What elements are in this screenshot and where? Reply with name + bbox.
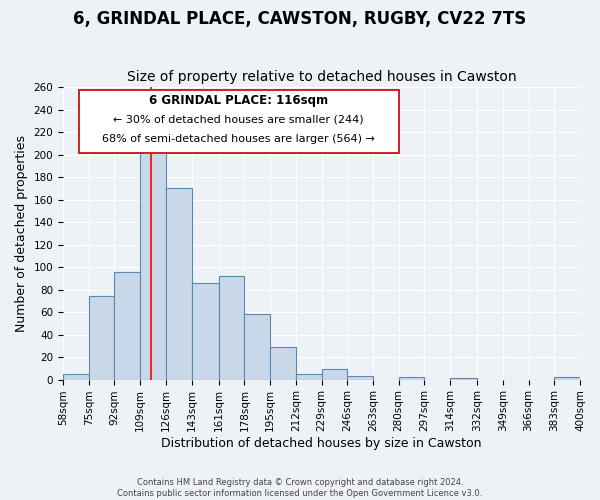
Bar xyxy=(270,347,296,380)
Bar xyxy=(115,272,140,380)
Text: 6, GRINDAL PLACE, CAWSTON, RUGBY, CV22 7TS: 6, GRINDAL PLACE, CAWSTON, RUGBY, CV22 7… xyxy=(73,10,527,28)
Bar xyxy=(296,374,322,380)
Bar xyxy=(63,374,89,380)
Bar xyxy=(322,370,347,380)
Bar xyxy=(398,378,424,380)
Bar xyxy=(244,314,270,380)
FancyBboxPatch shape xyxy=(79,90,399,153)
Bar xyxy=(450,378,477,380)
Text: ← 30% of detached houses are smaller (244): ← 30% of detached houses are smaller (24… xyxy=(113,114,364,124)
Bar xyxy=(219,276,244,380)
Bar xyxy=(191,283,219,380)
Bar xyxy=(554,378,580,380)
Bar xyxy=(140,149,166,380)
Bar xyxy=(347,376,373,380)
Title: Size of property relative to detached houses in Cawston: Size of property relative to detached ho… xyxy=(127,70,517,85)
Bar xyxy=(89,296,115,380)
Bar xyxy=(166,188,191,380)
Text: Contains HM Land Registry data © Crown copyright and database right 2024.
Contai: Contains HM Land Registry data © Crown c… xyxy=(118,478,482,498)
Text: 68% of semi-detached houses are larger (564) →: 68% of semi-detached houses are larger (… xyxy=(103,134,375,144)
Y-axis label: Number of detached properties: Number of detached properties xyxy=(15,135,28,332)
X-axis label: Distribution of detached houses by size in Cawston: Distribution of detached houses by size … xyxy=(161,437,482,450)
Text: 6 GRINDAL PLACE: 116sqm: 6 GRINDAL PLACE: 116sqm xyxy=(149,94,328,108)
